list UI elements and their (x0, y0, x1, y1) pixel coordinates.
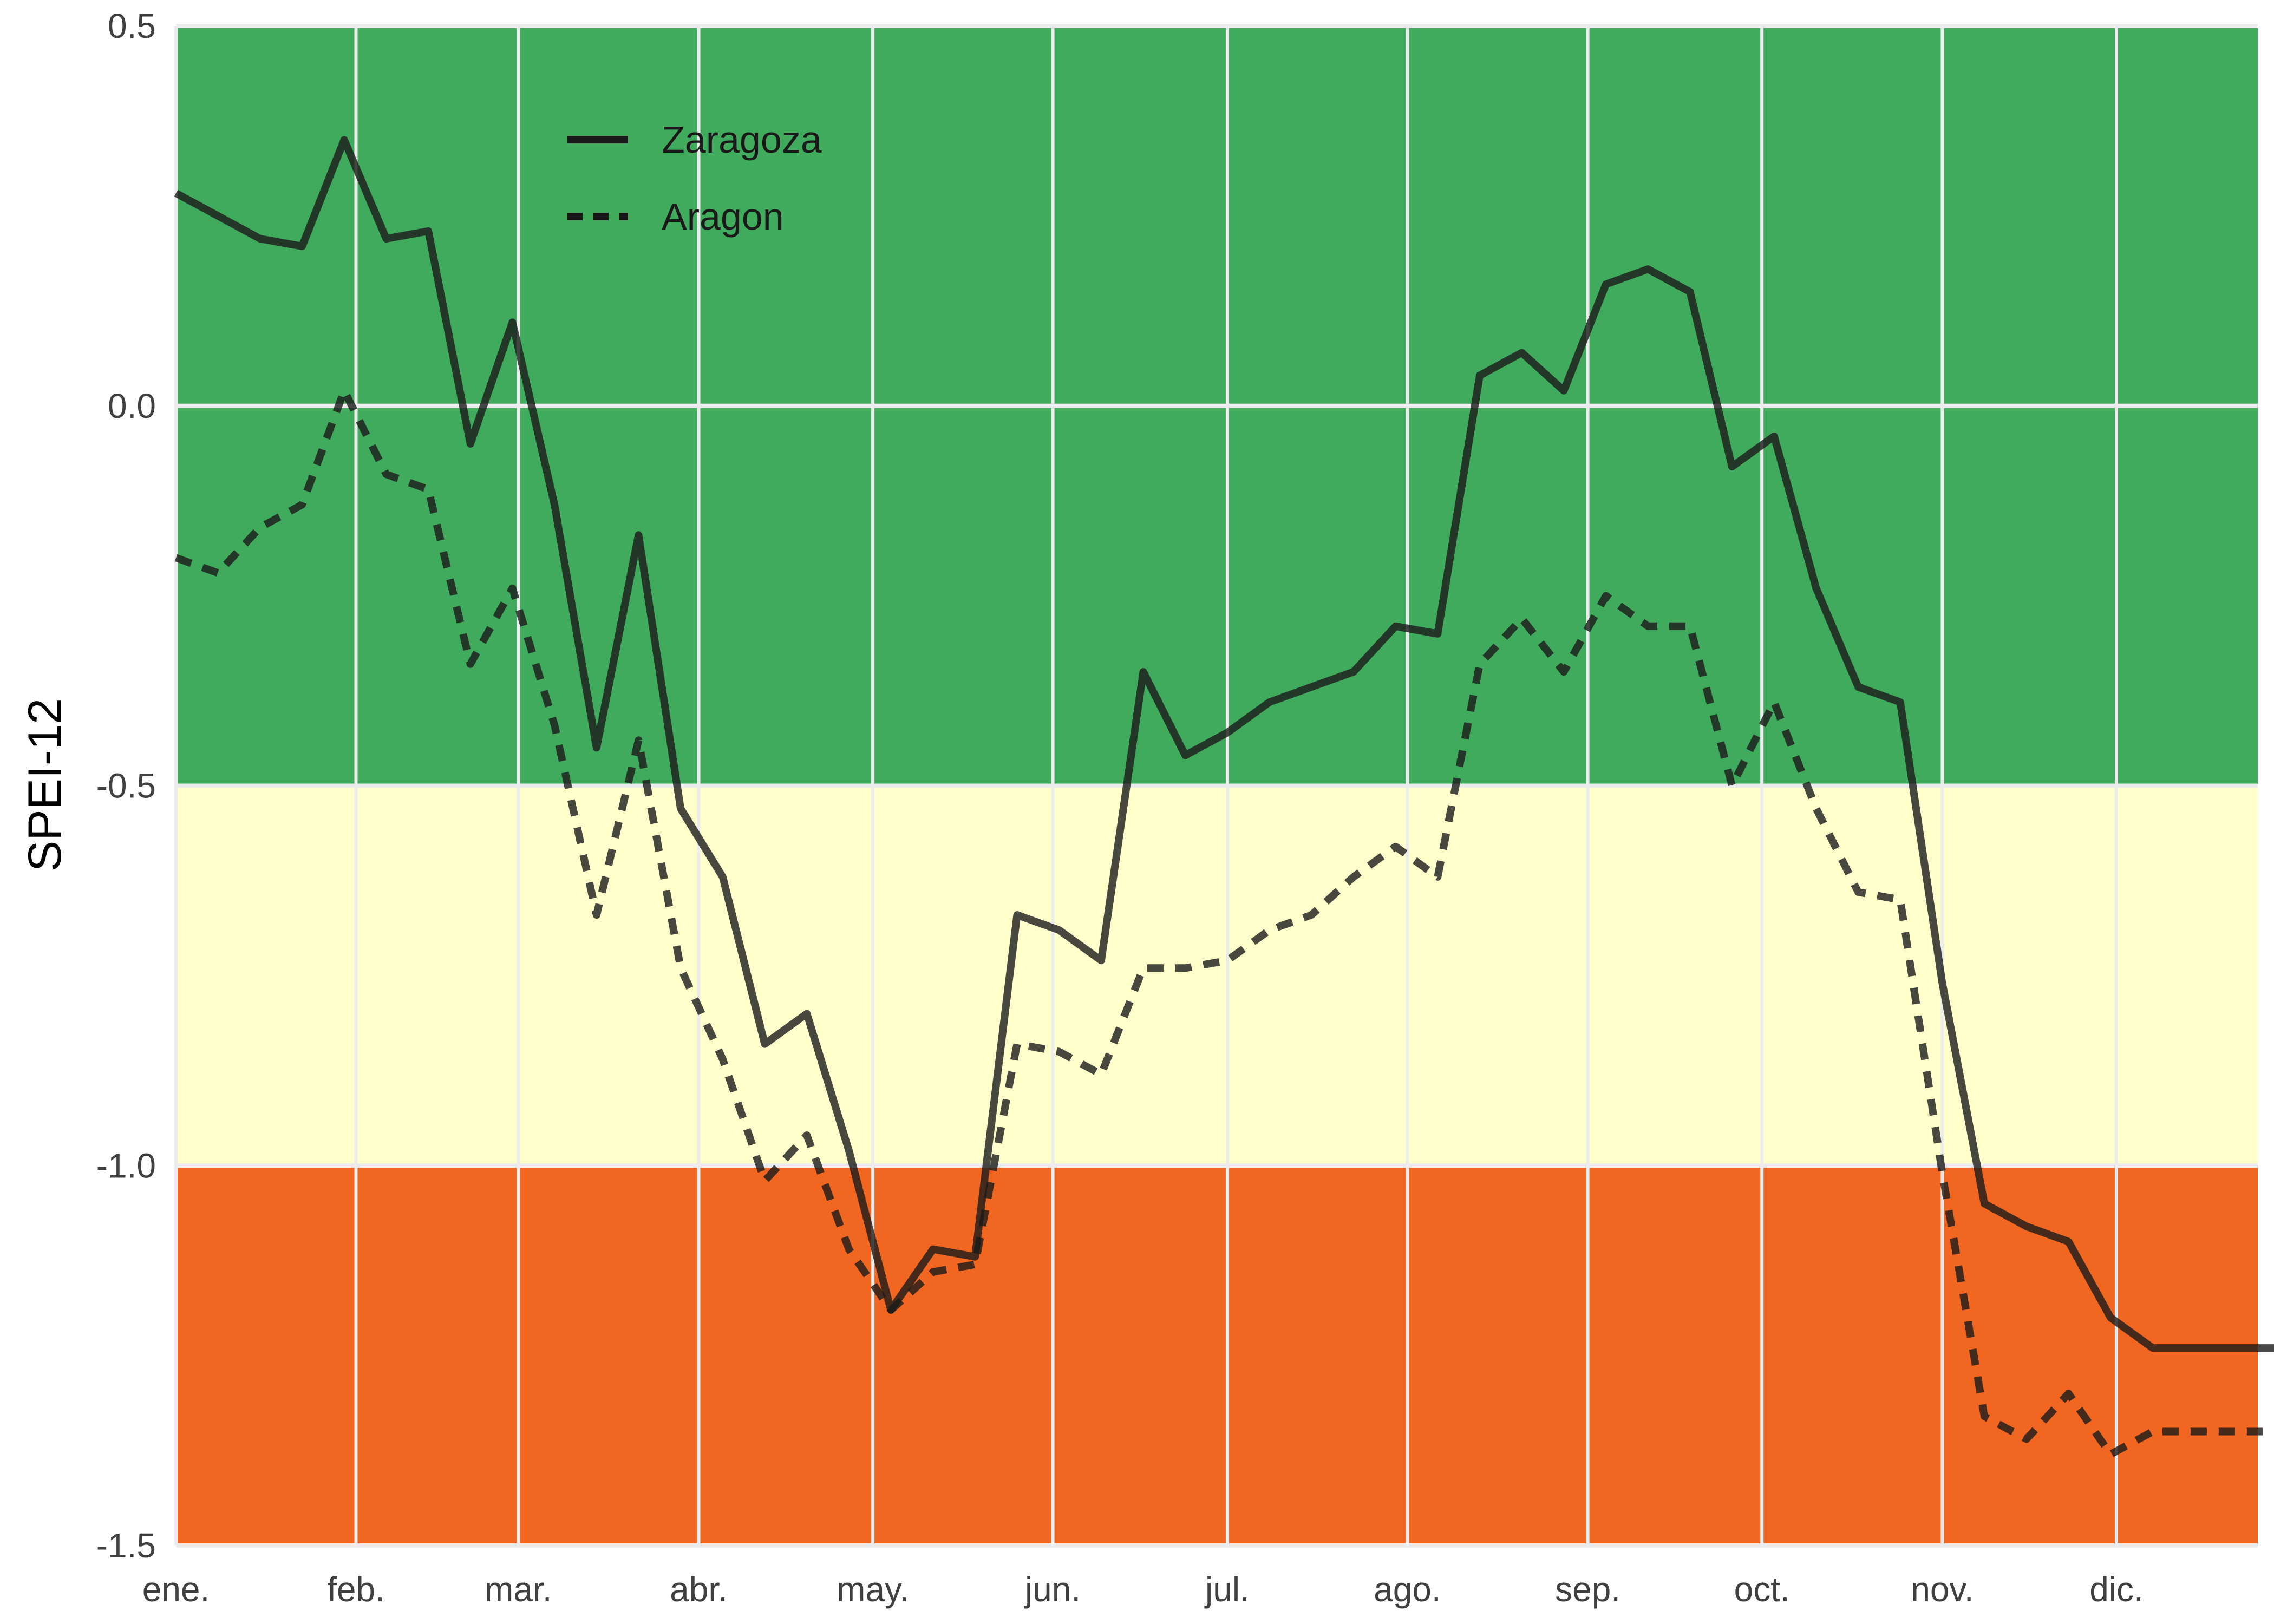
x-tick-label: ene. (142, 1570, 210, 1609)
band-2 (176, 1165, 2258, 1546)
legend-label-zaragoza: Zaragoza (662, 119, 822, 161)
y-tick-label: 0.5 (108, 6, 156, 45)
y-tick-label: 0.0 (108, 387, 156, 425)
x-tick-label: mar. (485, 1570, 552, 1609)
x-tick-label: feb. (327, 1570, 385, 1609)
x-tick-label: abr. (670, 1570, 728, 1609)
x-tick-label: may. (837, 1570, 909, 1609)
x-tick-label: nov. (1911, 1570, 1974, 1609)
x-axis-ticks: ene. feb. mar. abr. may. jun. jul. ago. sep. oct.… (142, 1570, 2144, 1609)
y-tick-label: -1.5 (96, 1526, 156, 1565)
y-tick-label: -0.5 (96, 767, 156, 806)
y-axis-ticks: 0.5 0.0 -0.5 -1.0 -1.5 (96, 6, 156, 1565)
legend-label-aragon: Aragon (662, 195, 784, 238)
x-tick-label: ago. (1374, 1570, 1441, 1609)
y-axis-label: SPEI-12 (19, 698, 71, 872)
x-tick-label: jul. (1204, 1570, 1250, 1609)
series-line-zaragoza (174, 136, 2274, 1352)
x-tick-label: dic. (2089, 1570, 2144, 1609)
x-tick-label: jun. (1024, 1570, 1081, 1609)
band-1 (176, 785, 2258, 1166)
x-tick-label: sep. (1555, 1570, 1620, 1609)
data-series (174, 136, 2274, 1458)
y-tick-label: -1.0 (96, 1146, 156, 1185)
x-tick-label: oct. (1734, 1570, 1790, 1609)
series-line-aragon (174, 387, 2274, 1458)
legend: Zaragoza Aragon (567, 119, 822, 238)
grid-lines (174, 24, 2258, 1548)
